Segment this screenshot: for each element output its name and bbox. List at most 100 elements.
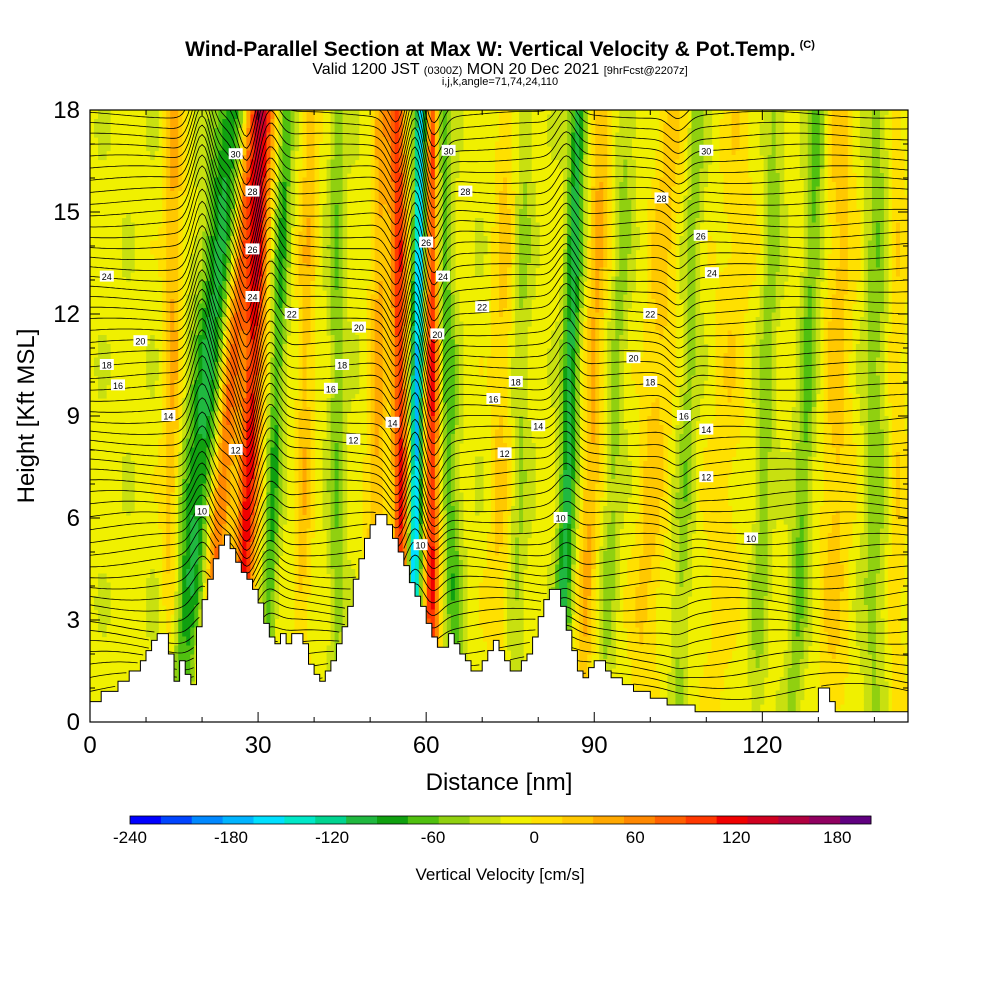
colorbar-tick-label: 60 [626, 828, 645, 847]
x-tick-label: 90 [581, 732, 608, 759]
colorbar-swatch [346, 816, 378, 824]
contour-label: 14 [385, 416, 400, 428]
y-tick-label: 12 [53, 301, 80, 328]
y-tick-label: 18 [53, 97, 80, 124]
colorbar-swatch [253, 816, 285, 824]
colorbar-swatch [624, 816, 656, 824]
contour-label: 14 [161, 410, 176, 422]
colorbar-swatch [840, 816, 872, 824]
theta-contours [90, 110, 908, 700]
chart-subtitle: Valid 1200 JST (0300Z) MON 20 Dec 2021 [… [0, 61, 1000, 79]
contour-label: 18 [99, 359, 114, 371]
contour-label: 12 [699, 471, 714, 483]
contour-label: 22 [284, 308, 299, 320]
colorbar-tick-label: 0 [529, 828, 538, 847]
x-tick-label: 120 [742, 732, 782, 759]
y-tick-label: 0 [67, 709, 80, 736]
colorbar-swatch [778, 816, 810, 824]
contour-label: 16 [676, 410, 691, 422]
chart-title: Wind-Parallel Section at Max W: Vertical… [0, 38, 1000, 62]
contour-label: 10 [744, 532, 759, 544]
contour-label: 24 [704, 267, 719, 279]
chart-title-text: Wind-Parallel Section at Max W: Vertical… [185, 38, 796, 61]
y-tick-label: 15 [53, 199, 80, 226]
x-tick-label: 0 [83, 732, 96, 759]
colorbar-tick-label: -60 [421, 828, 446, 847]
contour-label: 16 [323, 382, 338, 394]
colorbar-swatch [315, 816, 347, 824]
contour-label: 10 [553, 512, 568, 524]
colorbar-swatch [284, 816, 316, 824]
colorbar: -240 -180 -120 -60 0 60 120 180 [113, 815, 872, 847]
x-tick-label: 60 [413, 732, 440, 759]
contour-label: 24 [245, 291, 260, 303]
colorbar-swatch [562, 816, 594, 824]
terrain [89, 514, 909, 723]
y-tick-label: 9 [67, 403, 80, 430]
valid-date: MON 20 Dec 2021 [466, 61, 600, 78]
colorbar-tick-label: 120 [722, 828, 750, 847]
contour-label: 22 [643, 308, 658, 320]
colorbar-swatch [531, 816, 563, 824]
colorbar-tick-label: -240 [113, 828, 147, 847]
colorbar-swatch [377, 816, 409, 824]
colorbar-swatch [685, 816, 718, 824]
contour-label: 20 [351, 321, 366, 333]
contour-label: 18 [335, 359, 350, 371]
contour-label: 22 [475, 301, 490, 313]
contour-label: 16 [486, 393, 501, 405]
contour-label: 16 [111, 379, 126, 391]
colorbar-swatch [809, 816, 841, 824]
contour-label: 14 [531, 420, 546, 432]
contour-label: 14 [699, 423, 714, 435]
colorbar-swatch [469, 816, 501, 824]
colorbar-swatch [500, 816, 532, 824]
contour-label: 24 [99, 270, 114, 282]
contour-label: 18 [643, 376, 658, 388]
x-tick-label: 30 [245, 732, 272, 759]
contour-label: 20 [430, 328, 445, 340]
colorbar-swatch [130, 816, 162, 824]
contour-label: 24 [435, 270, 450, 282]
contour-label: 12 [228, 444, 243, 456]
axes: 0 30 60 90 120 0 3 6 9 12 15 18 [53, 97, 908, 759]
x-axis-label: Distance [nm] [426, 769, 573, 796]
colorbar-tick-label: 180 [823, 828, 851, 847]
contour-label: 28 [654, 192, 669, 204]
contour-label: 26 [693, 229, 708, 241]
contour-label: 18 [508, 376, 523, 388]
contour-label: 20 [626, 352, 641, 364]
colorbar-swatch [747, 816, 779, 824]
contour-label: 10 [195, 505, 210, 517]
colorbar-swatch [407, 816, 440, 824]
y-tick-label: 6 [67, 505, 80, 532]
contour-label: 10 [413, 539, 428, 551]
colorbar-label: Vertical Velocity [cm/s] [415, 865, 584, 884]
contour-label: 12 [497, 447, 512, 459]
contour-label: 30 [699, 144, 714, 156]
colorbar-swatch [438, 816, 471, 824]
valid-prefix: Valid 1200 JST [312, 61, 420, 78]
forecast-tag: [9hrFcst@2207z] [603, 65, 688, 77]
contour-label: 26 [245, 243, 260, 255]
title-units: (C) [799, 39, 815, 51]
colorbar-swatch [222, 816, 254, 824]
contour-label: 12 [346, 433, 361, 445]
colorbar-tick-label: -180 [214, 828, 248, 847]
contour-label: 30 [228, 148, 243, 160]
colorbar-swatch [654, 816, 687, 824]
valid-utc: (0300Z) [423, 65, 463, 77]
colorbar-swatch [160, 816, 193, 824]
section-params: i,j,k,angle=71,74,24,110 [441, 76, 559, 88]
y-tick-label: 3 [67, 607, 80, 634]
y-axis-label: Height [Kft MSL] [13, 329, 40, 504]
contour-label: 20 [133, 335, 148, 347]
colorbar-swatch [191, 816, 224, 824]
colorbar-tick-label: -120 [315, 828, 349, 847]
contour-labels: 30 30 30 28 28 28 26 26 26 24 24 24 24 22 22 22 20 20 20 20… [99, 144, 759, 551]
contour-label: 28 [245, 185, 260, 197]
contour-label: 28 [458, 185, 473, 197]
contour-label: 26 [419, 236, 434, 248]
contour-label: 30 [441, 144, 456, 156]
